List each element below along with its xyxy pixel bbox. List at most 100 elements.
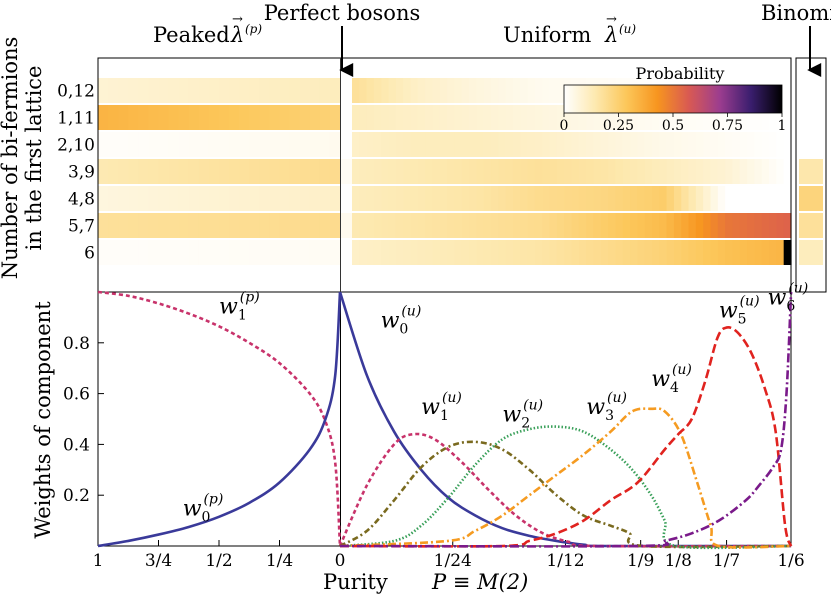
series-line-w2u xyxy=(339,440,792,549)
heatmap-cell xyxy=(108,78,119,103)
heatmap-cell xyxy=(198,105,210,130)
line-ylabel: Weights of component xyxy=(31,301,55,539)
binomial-cell xyxy=(799,132,823,157)
heatmap-cell xyxy=(600,186,609,211)
heatmap-cell xyxy=(534,78,543,103)
heatmap-cell xyxy=(732,159,741,184)
heatmap-cell xyxy=(666,186,675,211)
heatmap-cell xyxy=(178,213,190,238)
heatmap-cell xyxy=(425,186,434,211)
heatmap-cell xyxy=(352,186,360,211)
heatmap-cell xyxy=(229,213,240,238)
heatmap-cell xyxy=(454,78,463,103)
heatmap-cell xyxy=(542,78,551,103)
heatmap-cell xyxy=(410,159,419,184)
heatmap-cell xyxy=(239,213,250,238)
heatmap-cell xyxy=(269,78,281,103)
line-x-ticks: 1 3/4 1/2 1/4 0 1/24 1/12 1/9 1/8 1/7 1/6 xyxy=(93,540,805,571)
heatmap-cell xyxy=(556,132,565,157)
x-tick-label: 1/2 xyxy=(205,551,232,571)
heatmap-cell xyxy=(769,186,777,211)
heatmap-cell xyxy=(128,159,139,184)
heatmap-cell xyxy=(469,213,477,238)
heatmap-cell xyxy=(754,240,763,265)
heatmap-cell xyxy=(188,186,200,211)
heatmap-cell xyxy=(491,240,499,265)
heatmap-cell xyxy=(483,159,492,184)
heatmap-cell xyxy=(578,213,587,238)
heatmap-cell xyxy=(615,105,624,130)
heatmap-cell xyxy=(556,186,565,211)
heatmap-cell xyxy=(188,159,200,184)
heatmap-cell xyxy=(725,240,734,265)
heatmap-cell xyxy=(732,186,741,211)
heatmap-cell xyxy=(571,105,580,130)
heatmap-cell xyxy=(259,78,271,103)
heatmap-cell xyxy=(681,105,690,130)
heatmap-cell xyxy=(688,213,697,238)
heatmap-cell xyxy=(725,159,734,184)
heatmap-cell xyxy=(366,159,375,184)
heatmap-cell xyxy=(710,159,719,184)
heatmap-cell xyxy=(600,159,609,184)
heatmap-cell xyxy=(118,78,129,103)
heatmap-cell xyxy=(747,186,756,211)
heatmap-cell xyxy=(340,78,352,103)
heatmap-cell xyxy=(476,186,485,211)
heatmap-cell xyxy=(366,186,375,211)
line-xlabel-formula: P ≡ M(2) xyxy=(431,570,528,594)
heatmap-cell xyxy=(340,186,352,211)
heatmap-cell xyxy=(148,213,160,238)
heatmap-cell xyxy=(403,186,412,211)
heatmap-cell xyxy=(622,213,631,238)
heatmap-cell xyxy=(188,240,200,265)
row-label: 4,8 xyxy=(68,190,95,210)
heatmap-cell xyxy=(761,159,770,184)
heatmap-cell xyxy=(637,132,646,157)
heatmap-cell xyxy=(666,105,675,130)
heatmap-cell xyxy=(381,240,390,265)
heatmap-cell xyxy=(564,186,573,211)
heatmap-cell xyxy=(279,105,291,130)
heatmap-cell xyxy=(239,159,250,184)
heatmap-cell xyxy=(447,213,456,238)
heatmap-cell xyxy=(198,186,210,211)
heatmap-cell xyxy=(615,186,624,211)
heatmap-cell xyxy=(644,132,653,157)
heatmap-cell xyxy=(249,240,260,265)
heatmap-cell xyxy=(329,105,341,130)
heatmap-cell xyxy=(739,105,748,130)
heatmap-cell xyxy=(138,78,150,103)
heatmap-cell xyxy=(432,78,441,103)
heatmap-cell xyxy=(299,159,311,184)
heatmap-cell xyxy=(688,105,697,130)
heatmap-cell xyxy=(138,132,150,157)
heatmap-cell xyxy=(340,159,352,184)
heatmap-cell xyxy=(289,240,301,265)
uniform-vector-arrow-icon: → xyxy=(606,12,617,27)
heatmap-cell xyxy=(395,159,404,184)
heatmap-cell xyxy=(178,186,190,211)
heatmap-cell xyxy=(783,105,792,130)
heatmap-cell xyxy=(168,105,180,130)
heatmap-cell xyxy=(476,78,485,103)
heatmap-cell xyxy=(410,132,419,157)
binomial-cell xyxy=(799,240,823,265)
heatmap-row xyxy=(98,240,823,265)
heatmap-row xyxy=(98,186,823,211)
heatmap-cell xyxy=(219,105,230,130)
heatmap-cell xyxy=(505,240,514,265)
peaked-vector-arrow-icon: → xyxy=(232,12,243,27)
heatmap-cell xyxy=(249,78,260,103)
heatmap-cell xyxy=(710,240,719,265)
heatmap-cell xyxy=(403,159,412,184)
heatmap-cell xyxy=(168,132,180,157)
heatmap-cell xyxy=(534,105,543,130)
heatmap-cell xyxy=(512,159,521,184)
heatmap-cell xyxy=(359,105,368,130)
heatmap-cell xyxy=(259,159,271,184)
heatmap-ylabel: Number of bi-fermions in the first latti… xyxy=(0,37,46,280)
heatmap-cell xyxy=(527,240,536,265)
heatmap-cell xyxy=(644,105,653,130)
